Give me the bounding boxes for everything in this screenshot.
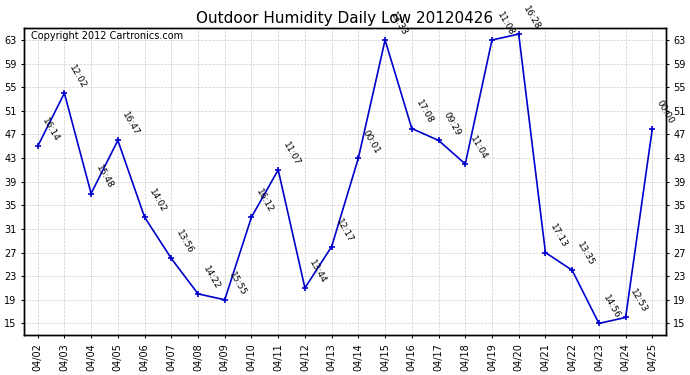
Text: 14:02: 14:02 xyxy=(148,188,168,214)
Text: 00:00: 00:00 xyxy=(655,99,676,126)
Text: 13:35: 13:35 xyxy=(575,241,595,267)
Text: 14:56: 14:56 xyxy=(602,294,622,321)
Text: 11:08: 11:08 xyxy=(495,10,515,37)
Text: 13:33: 13:33 xyxy=(388,10,408,37)
Text: 12:53: 12:53 xyxy=(629,288,649,315)
Text: 12:17: 12:17 xyxy=(335,217,355,244)
Text: 12:02: 12:02 xyxy=(67,64,88,90)
Text: 15:55: 15:55 xyxy=(228,270,248,297)
Text: 17:08: 17:08 xyxy=(415,99,435,126)
Text: 16:12: 16:12 xyxy=(254,188,275,214)
Text: 16:47: 16:47 xyxy=(121,111,141,138)
Text: 16:14: 16:14 xyxy=(41,117,61,144)
Text: 11:07: 11:07 xyxy=(281,140,302,167)
Text: 00:01: 00:01 xyxy=(361,128,382,155)
Title: Outdoor Humidity Daily Low 20120426: Outdoor Humidity Daily Low 20120426 xyxy=(197,10,493,26)
Text: 13:44: 13:44 xyxy=(308,258,328,285)
Text: Copyright 2012 Cartronics.com: Copyright 2012 Cartronics.com xyxy=(31,31,183,41)
Text: 16:28: 16:28 xyxy=(522,4,542,32)
Text: 11:04: 11:04 xyxy=(468,134,489,161)
Text: 17:13: 17:13 xyxy=(549,223,569,250)
Text: 13:56: 13:56 xyxy=(174,229,195,256)
Text: 14:22: 14:22 xyxy=(201,264,221,291)
Text: 09:29: 09:29 xyxy=(442,111,462,138)
Text: 15:48: 15:48 xyxy=(94,164,115,191)
